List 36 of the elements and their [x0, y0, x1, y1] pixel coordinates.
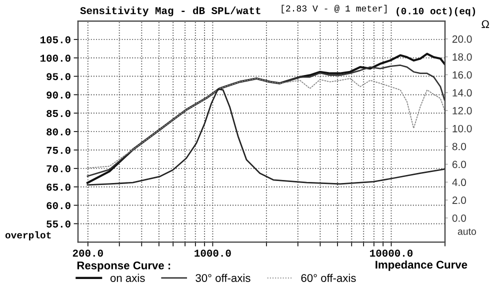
y-tick-label: 70.0 — [46, 165, 70, 172]
y-tick-label: 60.0 — [46, 202, 70, 210]
y2-tick-label: 0.0 — [452, 214, 466, 222]
y-tick-label: 65.0 — [46, 184, 70, 191]
y-tick-label: 105.0 — [40, 36, 70, 44]
legend-title: Response Curve : — [77, 262, 170, 272]
y2-axis-title: Ω — [482, 20, 490, 28]
y-tick-label: 75.0 — [46, 146, 70, 154]
y-tick-label: 80.0 — [46, 128, 70, 136]
y2-tick-label: 18.0 — [452, 53, 472, 61]
y-tick-label: 55.0 — [46, 220, 70, 228]
y2-tick-label: 4.0 — [452, 178, 466, 186]
chart-subtitle: [2.83 V - @ 1 meter] — [282, 4, 387, 14]
x-tick-label: 200.0 — [72, 250, 103, 257]
y2-tick-label: 6.0 — [452, 160, 466, 168]
y2-tick-label: 16.0 — [452, 71, 472, 79]
text: (0.10 oct)(eq) — [396, 7, 476, 16]
y2-tick-label: 14.0 — [452, 89, 472, 97]
y2-tick-label: 8.0 — [452, 142, 466, 150]
y-tick-label: 95.0 — [46, 73, 70, 80]
y-tick-label: 90.0 — [46, 92, 70, 99]
x-tick-label: 10000.0 — [370, 250, 413, 257]
y2-tick-label: 10.0 — [452, 124, 472, 132]
legend-label: 30° off-axis — [196, 274, 250, 282]
text: overplot — [5, 231, 51, 240]
text: Impedance Curve — [376, 260, 468, 271]
legend-label: on axis — [110, 274, 145, 282]
text: auto — [458, 228, 476, 235]
x-tick-label: 1000.0 — [194, 250, 231, 257]
y2-tick-label: 2.0 — [452, 196, 466, 204]
y-tick-label: 85.0 — [46, 110, 70, 118]
legend-label: 60° off-axis — [301, 274, 356, 282]
y-tick-label: 100.0 — [40, 54, 70, 62]
chart-title: Sensitivity Mag - dB SPL/watt — [80, 6, 260, 16]
y2-tick-label: 20.0 — [452, 35, 472, 43]
y2-tick-label: 12.0 — [452, 107, 472, 114]
